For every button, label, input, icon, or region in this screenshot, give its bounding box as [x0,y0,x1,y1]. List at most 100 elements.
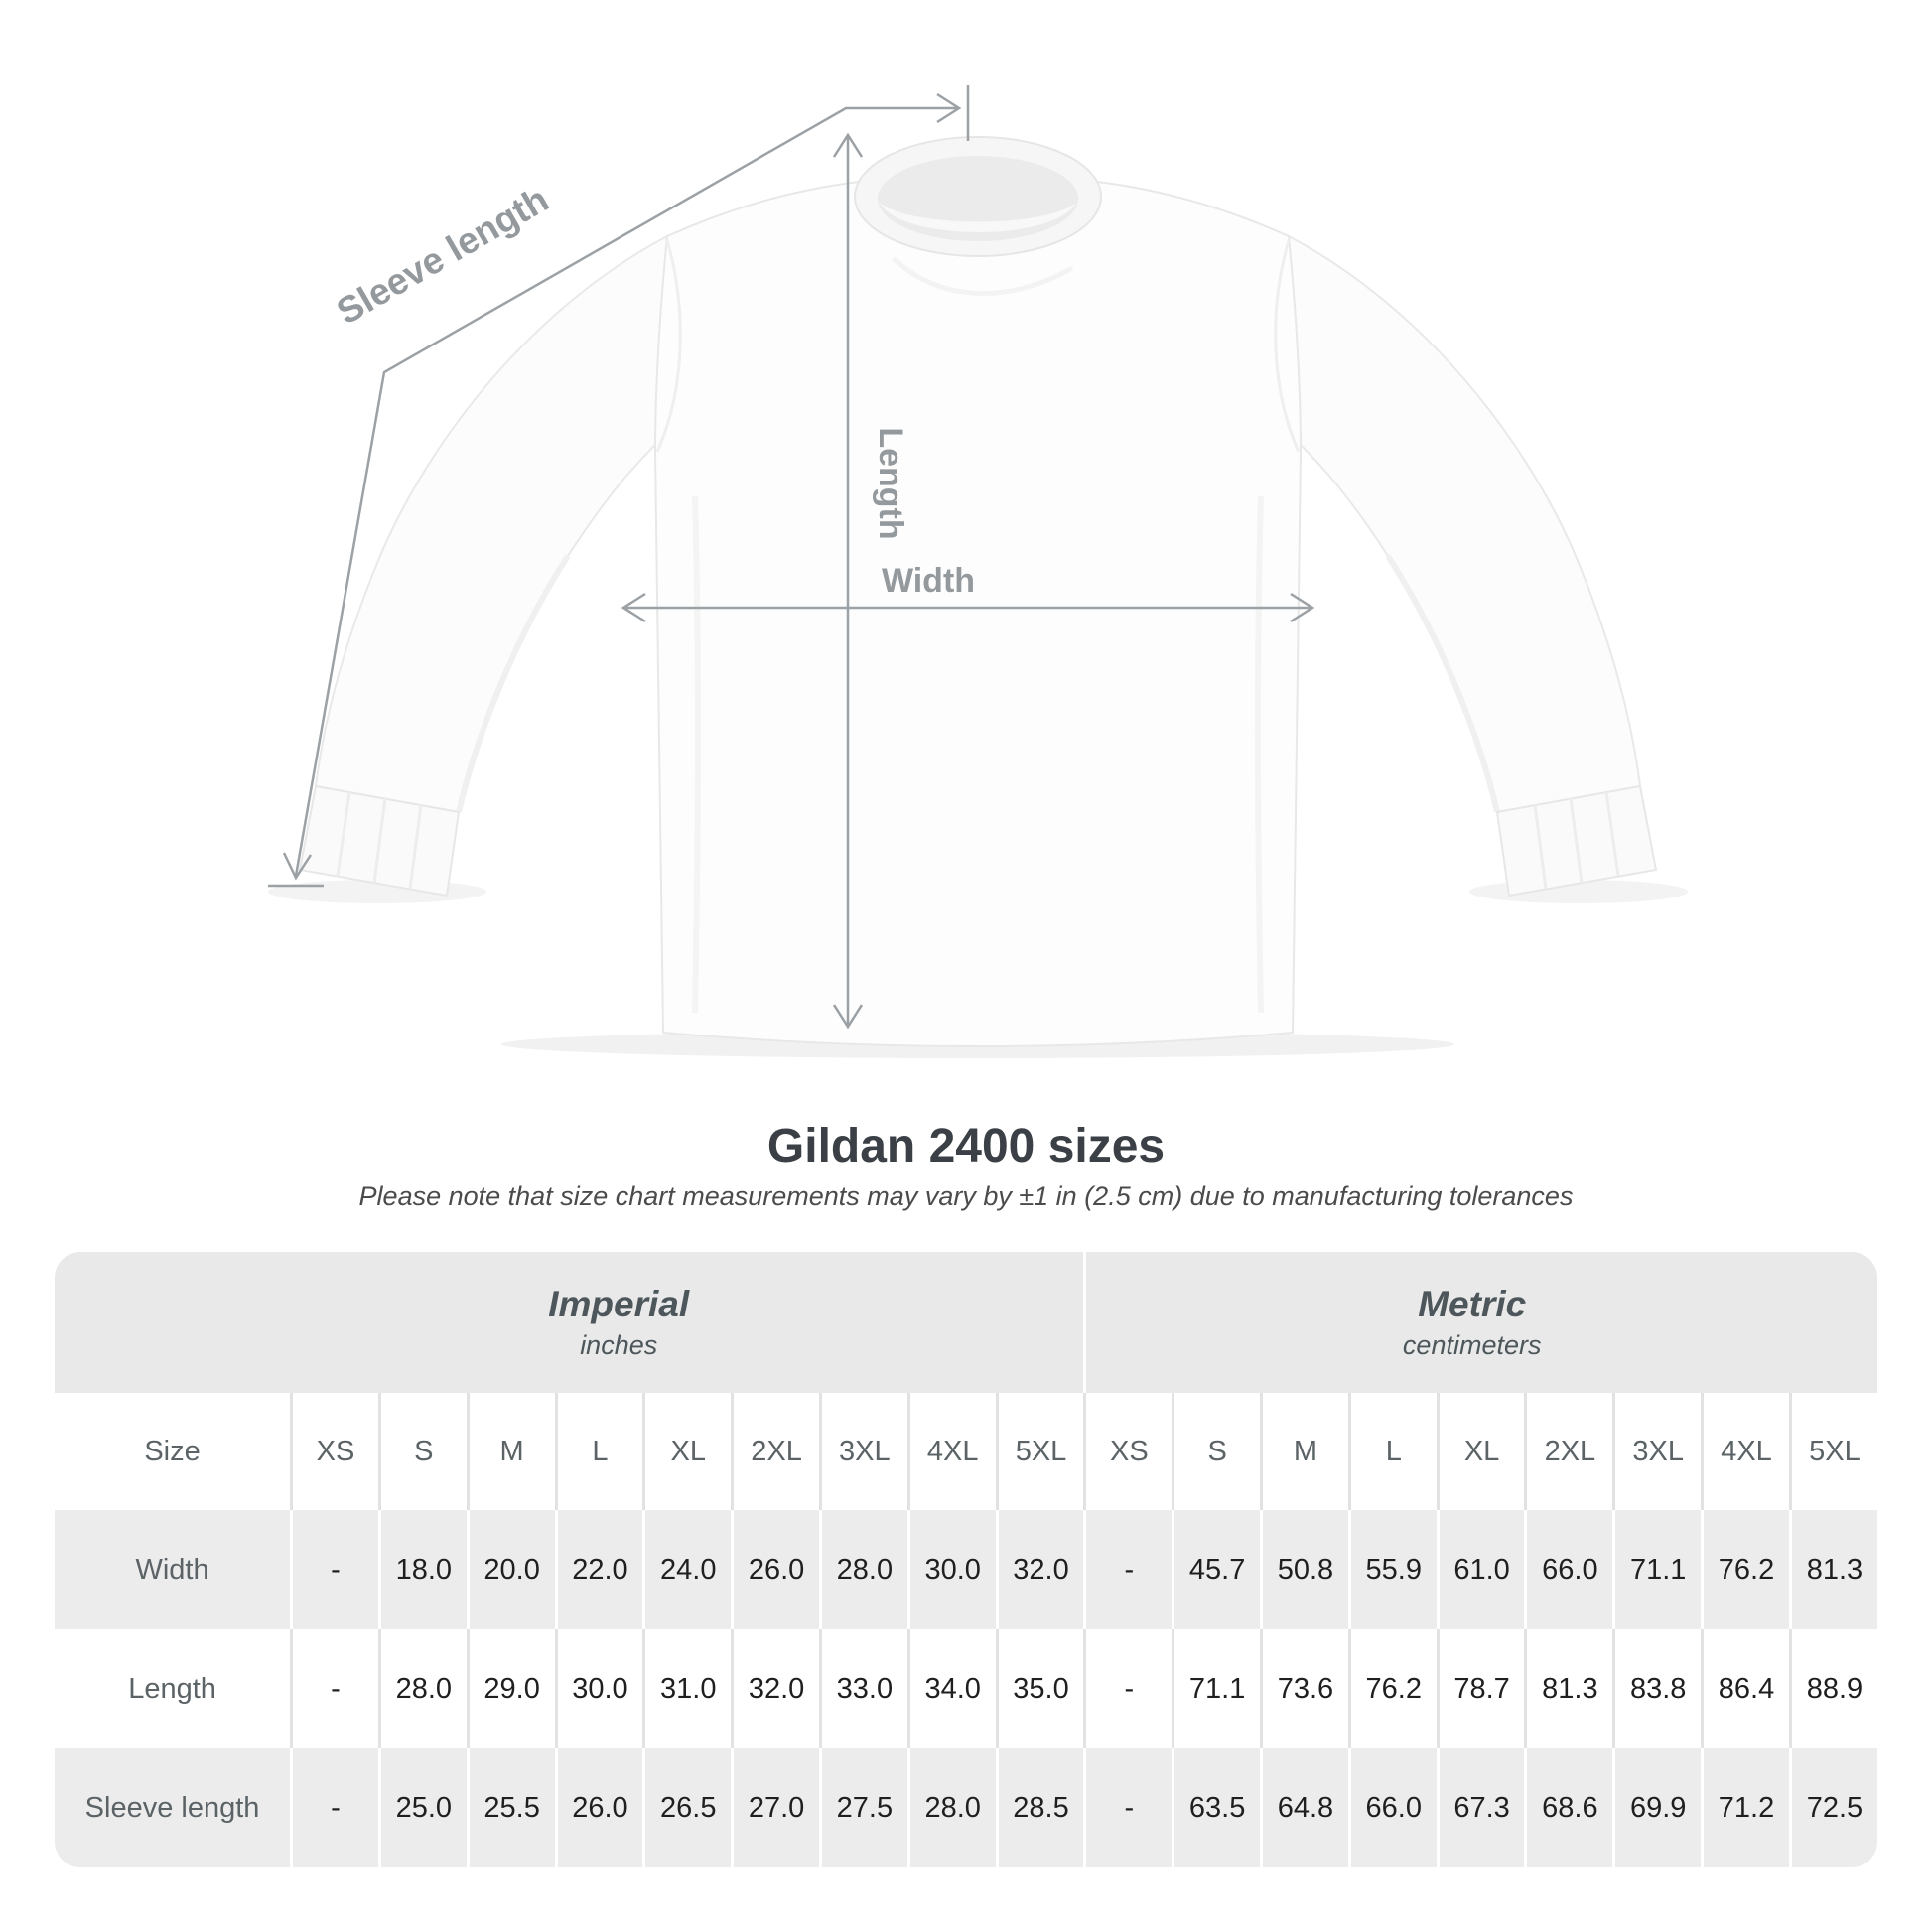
value-cell: 68.6 [1524,1748,1612,1867]
value-cell: 30.0 [906,1510,996,1629]
page-title: Gildan 2400 sizes [766,1120,1166,1173]
value-cell: 71.2 [1701,1748,1789,1867]
value-cell: 55.9 [1347,1510,1437,1629]
value-cell: 29.0 [466,1629,555,1748]
imperial-unit: inches [580,1329,658,1360]
value-cell: 27.5 [818,1748,907,1867]
size-col-header: 5XL [995,1393,1084,1510]
value-cell: 26.5 [642,1748,731,1867]
width-label: Width [882,562,975,600]
value-cell: 32.0 [731,1629,819,1748]
size-col-header: L [1347,1393,1437,1510]
value-cell: 78.7 [1436,1629,1525,1748]
size-col-header: XL [1436,1393,1525,1510]
size-col-header: 4XL [1701,1393,1789,1510]
value-cell: 50.8 [1260,1510,1348,1629]
size-col-header: 3XL [1612,1393,1701,1510]
value-cell: 32.0 [995,1510,1084,1629]
size-col-header: 4XL [906,1393,996,1510]
width-line [621,592,1315,623]
size-col-header: M [1260,1393,1348,1510]
size-col-header: 5XL [1788,1393,1877,1510]
length-line [832,132,864,1030]
value-cell: - [290,1629,378,1748]
value-cell: 76.2 [1701,1510,1789,1629]
value-cell: - [290,1748,378,1867]
value-cell: 18.0 [377,1510,467,1629]
value-cell: 26.0 [554,1748,643,1867]
value-cell: 76.2 [1347,1629,1437,1748]
row-label: Length [128,1672,216,1705]
value-cell: 25.5 [466,1748,555,1867]
shirt-left-sleeve [298,234,669,897]
value-cell: 71.1 [1172,1629,1260,1748]
length-label: Length [872,427,909,539]
value-cell: 66.0 [1347,1748,1437,1867]
value-cell: 34.0 [906,1629,996,1748]
value-cell: - [290,1510,378,1629]
size-corner-label: Size [144,1435,201,1467]
value-cell: 64.8 [1260,1748,1348,1867]
size-col-header: M [466,1393,555,1510]
size-col-header: XS [290,1393,378,1510]
size-col-header: S [377,1393,467,1510]
value-cell: 24.0 [642,1510,731,1629]
value-cell: 66.0 [1524,1510,1612,1629]
size-col-header: S [1172,1393,1260,1510]
value-cell: 35.0 [995,1629,1084,1748]
value-cell: 31.0 [642,1629,731,1748]
value-cell: 69.9 [1612,1748,1701,1867]
value-cell: 28.5 [995,1748,1084,1867]
metric-unit: centimeters [1402,1329,1542,1360]
value-cell: 28.0 [377,1629,467,1748]
imperial-label: Imperial [548,1284,690,1325]
value-cell: 81.3 [1788,1510,1877,1629]
size-col-header: XL [642,1393,731,1510]
table-row-length: Length - 28.0 29.0 30.0 31.0 32.0 33.0 3… [55,1629,1877,1748]
value-cell: 45.7 [1172,1510,1260,1629]
value-cell: 88.9 [1788,1629,1877,1748]
metric-band: Metric centimeters [1083,1252,1877,1393]
value-cell: - [1083,1748,1172,1867]
value-cell: 30.0 [554,1629,643,1748]
value-cell: 83.8 [1612,1629,1701,1748]
value-cell: 25.0 [377,1748,467,1867]
row-label: Width [135,1553,209,1586]
table-row-sleeve-length: Sleeve length - 25.0 25.5 26.0 26.5 27.0… [55,1748,1877,1867]
sleeve-length-line [268,85,970,888]
value-cell: 72.5 [1788,1748,1877,1867]
value-cell: 63.5 [1172,1748,1260,1867]
value-cell: 26.0 [731,1510,819,1629]
size-col-header: 3XL [818,1393,907,1510]
value-cell: 67.3 [1436,1748,1525,1867]
value-cell: 22.0 [554,1510,643,1629]
value-cell: 61.0 [1436,1510,1525,1629]
value-cell: 33.0 [818,1629,907,1748]
value-cell: 71.1 [1612,1510,1701,1629]
value-cell: - [1083,1510,1172,1629]
shirt-body [653,173,1303,1048]
shirt-right-sleeve [1287,234,1658,897]
value-cell: 81.3 [1524,1629,1612,1748]
value-cell: 27.0 [731,1748,819,1867]
unit-band-row: Imperial inches Metric centimeters [55,1252,1877,1393]
value-cell: - [1083,1629,1172,1748]
size-table: Imperial inches Metric centimeters Size … [55,1252,1877,1867]
value-cell: 28.0 [818,1510,907,1629]
tolerance-note: Please note that size chart measurements… [358,1181,1574,1211]
shirt-illustration: Sleeve length Length Width [268,85,1688,1058]
size-col-header: 2XL [731,1393,819,1510]
shirt-collar [854,136,1102,257]
row-label: Sleeve length [84,1791,260,1824]
imperial-band: Imperial inches [55,1252,1084,1393]
value-cell: 20.0 [466,1510,555,1629]
value-cell: 73.6 [1260,1629,1348,1748]
sleeve-length-label: Sleeve length [330,179,555,333]
size-col-header: 2XL [1524,1393,1612,1510]
value-cell: 28.0 [906,1748,996,1867]
table-row-width: Width - 18.0 20.0 22.0 24.0 26.0 28.0 30… [55,1510,1877,1629]
size-col-header: L [554,1393,643,1510]
size-col-header: XS [1083,1393,1172,1510]
size-header-row: Size XS S M L XL 2XL 3XL 4XL 5XL XS S M … [55,1393,1877,1510]
metric-label: Metric [1418,1284,1527,1325]
